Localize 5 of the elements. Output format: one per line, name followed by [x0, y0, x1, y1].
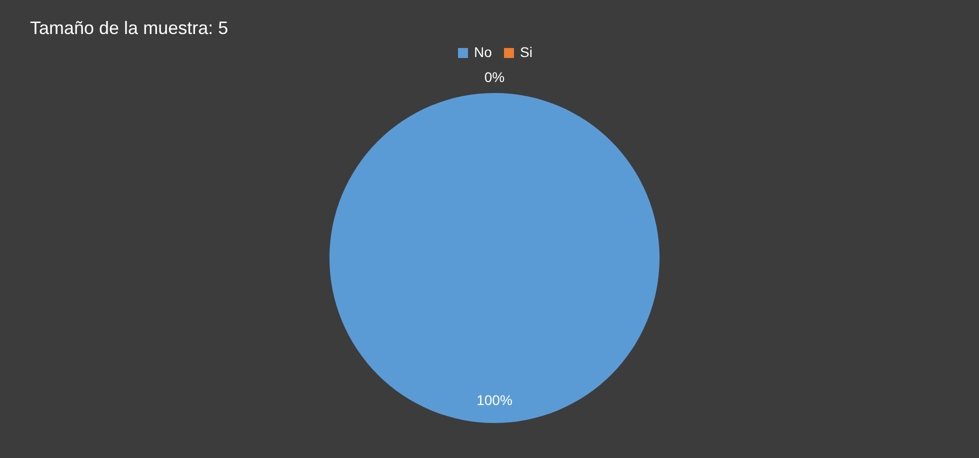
data-label: 100% — [476, 392, 512, 408]
text: 0% — [484, 69, 505, 85]
legend-label: No — [474, 44, 492, 60]
legend-label: Si — [520, 44, 532, 60]
text: Tamaño de la muestra: 5 — [30, 18, 228, 38]
